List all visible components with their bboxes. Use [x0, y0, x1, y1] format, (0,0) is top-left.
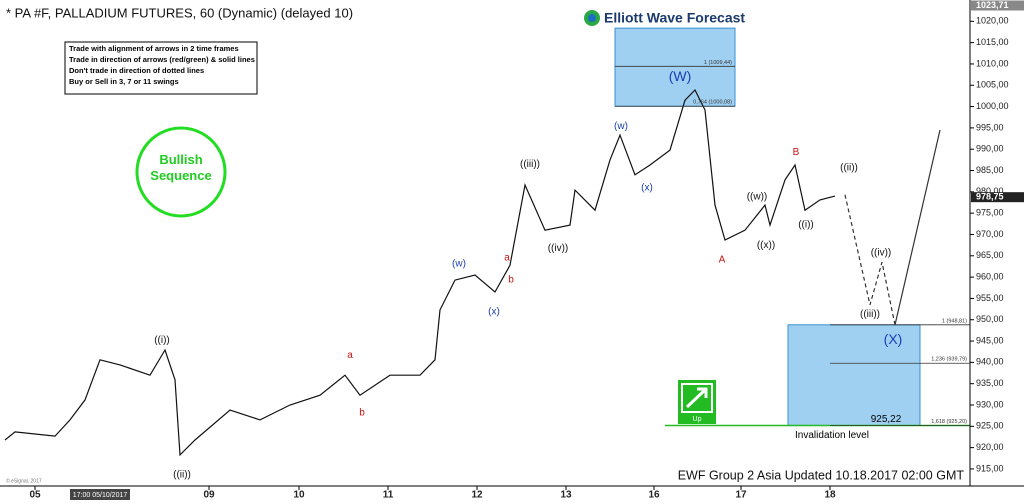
wave-label: ((w)) [747, 192, 768, 203]
signal-frame [681, 383, 713, 413]
footer: EWF Group 2 Asia Updated 10.18.2017 02:0… [678, 468, 965, 482]
y-tick-label: 925,00 [976, 421, 1004, 431]
wave-label: b [359, 408, 365, 419]
y-tick-label: 1020,00 [976, 16, 1009, 26]
wave-label: ((ii)) [840, 163, 858, 174]
y-tick-label: 970,00 [976, 229, 1004, 239]
signal-label: Up [693, 416, 702, 423]
wave-label: ((x)) [757, 240, 775, 251]
badge-text: Bullish Sequence [150, 152, 212, 183]
invalidation-label: Invalidation level [795, 430, 869, 441]
badge: Bullish Sequence [150, 152, 212, 183]
y-tick-label: 1010,00 [976, 58, 1009, 68]
price-tag-box [971, 0, 1024, 11]
wave-label: (X) [884, 331, 903, 347]
y-tick-label: 960,00 [976, 271, 1004, 281]
wave-label: (x) [641, 183, 653, 194]
x-tick-label: 12 [471, 490, 483, 501]
wave-label: ((i)) [798, 220, 814, 231]
y-tick-label: 1015,00 [976, 37, 1009, 47]
price-tag-box [971, 192, 1024, 203]
wave-label: (w) [614, 121, 628, 132]
x-tick-label: 05 [29, 490, 41, 501]
x-tick-label: 17 [735, 490, 747, 501]
wave-label: a [347, 350, 353, 361]
fib-label: 1,618 (925,20) [931, 419, 967, 425]
fib-label: 1,236 (939,79) [931, 357, 967, 363]
y-tick-label: 920,00 [976, 442, 1004, 452]
wave-label: ((iv)) [548, 243, 569, 254]
signal-icon: Up [678, 380, 716, 424]
fib-label: 0,764 (1000,08) [693, 100, 732, 106]
note: Trade with alignment of arrows in 2 time… [69, 44, 239, 53]
wave-label: (x) [488, 307, 500, 318]
y-tick-label: 930,00 [976, 399, 1004, 409]
y-tick-label: 990,00 [976, 144, 1004, 154]
wave-label: A [719, 255, 726, 266]
price-line [4, 88, 836, 457]
y-tick-label: 1000,00 [976, 101, 1009, 111]
wave-label: ((ii)) [173, 470, 191, 481]
y-tick-label: 955,00 [976, 293, 1004, 303]
note: Buy or Sell in 3, 7 or 11 swings [69, 77, 179, 86]
y-tick-label: 945,00 [976, 335, 1004, 345]
wave-label: ((iii)) [860, 309, 880, 320]
badge-circle [135, 126, 227, 218]
y-tick-label: 950,00 [976, 314, 1004, 324]
copyright: © eSignal, 2017 [6, 477, 42, 484]
wave-label: ((i)) [154, 335, 170, 346]
y-tick-label: 975,00 [976, 208, 1004, 218]
target-zone [614, 27, 736, 107]
fib-label: 1 (948,81) [942, 318, 967, 324]
x-tick-label: 09 [203, 490, 215, 501]
price-line [844, 194, 896, 326]
logo: Elliott Wave Forecast [584, 10, 745, 26]
price-tag: 1023,71 [976, 0, 1009, 10]
note: Don't trade in direction of dotted lines [69, 66, 204, 75]
wave-label: ((iii)) [520, 159, 540, 170]
chart-title: * PA #F, PALLADIUM FUTURES, 60 (Dynamic)… [6, 5, 353, 20]
signal-arrow [685, 387, 708, 409]
wave-label: B [793, 147, 800, 158]
signal-box [678, 380, 716, 424]
price-line [894, 129, 941, 326]
note: Trade in direction of arrows (red/green)… [69, 55, 255, 64]
date-tag: 17:00 05/10/2017 [73, 492, 128, 499]
x-tick-label: 11 [383, 490, 394, 501]
date-tag-box [70, 489, 130, 500]
y-tick-label: 980,00 [976, 186, 1004, 196]
plot [4, 88, 941, 457]
notes-box [64, 41, 258, 95]
logo-icon [588, 14, 596, 22]
wave-label: a [504, 253, 510, 264]
zone-price: 925,22 [871, 414, 902, 425]
y-tick-label: 985,00 [976, 165, 1004, 175]
y-tick-label: 1005,00 [976, 80, 1009, 90]
wave-label: (W) [669, 68, 692, 84]
y-tick-label: 915,00 [976, 463, 1004, 473]
fib-label: 1 (1009,44) [704, 60, 732, 66]
wave-label: ((iv)) [871, 247, 892, 258]
x-tick-label: 16 [648, 490, 660, 501]
y-tick-label: 935,00 [976, 378, 1004, 388]
x-tick-label: 18 [824, 490, 836, 501]
wave-label: (w) [452, 259, 466, 270]
price-tag: 978,75 [976, 192, 1004, 202]
x-tick-label: 13 [560, 490, 572, 501]
x-tick-label: 10 [293, 490, 305, 501]
logo-text: Elliott Wave Forecast [604, 10, 745, 26]
y-tick-label: 940,00 [976, 357, 1004, 367]
y-tick-label: 965,00 [976, 250, 1004, 260]
wave-label: b [508, 275, 514, 286]
y-tick-label: 995,00 [976, 122, 1004, 132]
